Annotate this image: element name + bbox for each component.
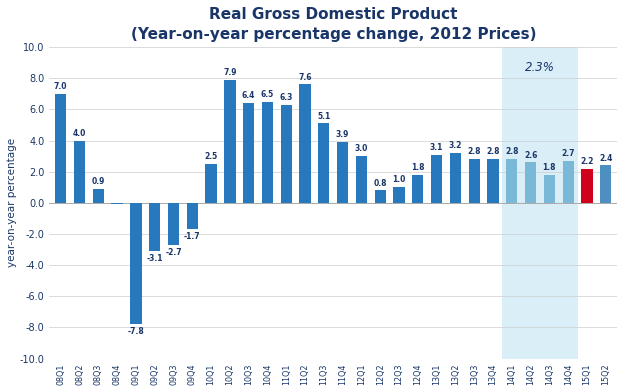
Bar (168, 203, 179, 245)
Text: 1.8: 1.8 (411, 163, 424, 172)
Y-axis label: year-on-year percentage: year-on-year percentage (7, 138, 17, 267)
Bar (318, 123, 329, 203)
Bar (600, 165, 612, 203)
Bar (412, 175, 424, 203)
Bar (337, 142, 348, 203)
Bar (281, 105, 292, 203)
Text: -7.8: -7.8 (127, 327, 144, 336)
Text: 7.6: 7.6 (298, 73, 312, 82)
Text: 1.0: 1.0 (392, 176, 406, 185)
Bar (544, 175, 555, 203)
Bar (262, 102, 273, 203)
Text: 2.2: 2.2 (580, 157, 593, 166)
Bar (393, 187, 405, 203)
Text: 7.0: 7.0 (54, 82, 67, 91)
Text: 2.8: 2.8 (486, 147, 500, 156)
Bar (431, 154, 442, 203)
Bar (112, 203, 123, 204)
Text: 2.4: 2.4 (599, 154, 613, 163)
Text: 1.8: 1.8 (543, 163, 556, 172)
Bar (74, 140, 85, 203)
Text: 2.7: 2.7 (562, 149, 575, 158)
Bar (525, 162, 536, 203)
Bar (582, 169, 593, 203)
Bar (300, 84, 311, 203)
Title: Real Gross Domestic Product
(Year-on-year percentage change, 2012 Prices): Real Gross Domestic Product (Year-on-yea… (130, 7, 536, 42)
Bar (469, 159, 480, 203)
Bar (450, 153, 461, 203)
Text: 2.5: 2.5 (205, 152, 218, 161)
Bar (93, 189, 104, 203)
Text: 6.3: 6.3 (280, 93, 293, 102)
Text: 2.8: 2.8 (505, 147, 519, 156)
Bar (356, 156, 367, 203)
Bar (506, 159, 517, 203)
Text: -2.7: -2.7 (165, 248, 182, 257)
Text: 5.1: 5.1 (317, 112, 331, 121)
Text: 3.0: 3.0 (355, 144, 368, 153)
Text: 2.8: 2.8 (467, 147, 481, 156)
Text: 4.0: 4.0 (73, 129, 86, 138)
Text: 6.4: 6.4 (242, 91, 255, 100)
Text: 0.9: 0.9 (92, 177, 105, 186)
Text: 3.1: 3.1 (430, 143, 443, 152)
Text: 3.2: 3.2 (449, 141, 462, 150)
Text: 3.9: 3.9 (336, 130, 349, 139)
Bar (205, 164, 217, 203)
Text: 7.9: 7.9 (223, 68, 236, 77)
Text: 2.3%: 2.3% (525, 61, 555, 74)
Bar (187, 203, 198, 229)
Text: 6.5: 6.5 (261, 90, 274, 99)
Text: 0.8: 0.8 (374, 179, 387, 187)
Bar (374, 191, 386, 203)
Bar (563, 161, 574, 203)
Text: 2.6: 2.6 (524, 151, 537, 160)
Bar (55, 94, 66, 203)
Bar (487, 159, 499, 203)
Bar (243, 103, 255, 203)
Bar (224, 80, 235, 203)
Text: -1.7: -1.7 (184, 232, 200, 241)
Bar (130, 203, 142, 324)
Bar (502, 47, 578, 359)
Text: -3.1: -3.1 (147, 254, 163, 263)
Bar (149, 203, 160, 251)
